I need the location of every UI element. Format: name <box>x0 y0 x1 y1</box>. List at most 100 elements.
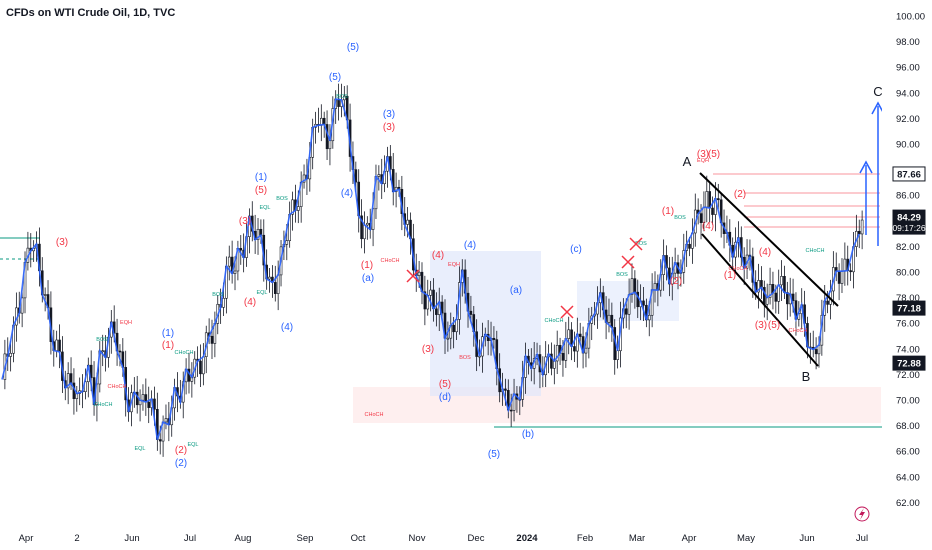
candle-body <box>9 352 12 357</box>
candle-body <box>774 292 778 302</box>
wave-label: (4) <box>759 247 771 258</box>
invalidation-marker <box>406 269 420 283</box>
wave-label: (4) <box>281 322 293 333</box>
candle-body <box>366 222 369 226</box>
wave-label: (4) <box>432 250 444 261</box>
wave-label: (2) <box>175 458 187 469</box>
y-tick-label: 72.00 <box>896 370 920 381</box>
candle-body <box>584 347 588 354</box>
structure-label: BOS <box>616 272 628 278</box>
wave-label: (b) <box>522 429 534 440</box>
wave-label: (a) <box>510 285 522 296</box>
candle-body <box>363 224 366 240</box>
structure-label: EQL <box>187 442 198 448</box>
wave-label: (4) <box>244 297 256 308</box>
wave-corner-label: A <box>683 154 692 169</box>
candle-body <box>578 333 582 337</box>
candle-body <box>688 243 691 249</box>
structure-label: BOS <box>336 94 348 100</box>
wave-corner-label: C <box>873 84 882 99</box>
wave-label: (1) <box>361 260 373 271</box>
wave-label: (4) <box>464 240 476 251</box>
candle-body <box>285 240 289 245</box>
y-tick-label: 86.00 <box>896 191 920 202</box>
candle-body <box>406 219 409 225</box>
y-tick-label: 66.00 <box>896 447 920 458</box>
x-tick-label: Nov <box>409 533 426 544</box>
structure-label: EQL <box>134 446 145 452</box>
channel-upper <box>699 172 839 307</box>
candle-body <box>199 360 202 375</box>
y-tick-label: 68.00 <box>896 421 920 432</box>
structure-label: CHoCH <box>94 402 113 408</box>
price-badge <box>892 166 926 182</box>
structure-label: CHoCH <box>108 384 127 390</box>
candle-body <box>268 276 271 280</box>
lightning-icon[interactable] <box>854 506 870 522</box>
x-tick-label: Mar <box>629 533 645 544</box>
candle-body <box>509 409 513 412</box>
x-tick-label: Jul <box>184 533 196 544</box>
candle-body <box>555 344 559 362</box>
structure-label: EQH <box>448 262 460 268</box>
candle-body <box>328 140 332 150</box>
candle-body <box>227 256 231 267</box>
candle-body <box>699 213 703 223</box>
candle-body <box>440 301 444 314</box>
candle-body <box>777 284 781 302</box>
wave-label: (3) <box>383 109 395 120</box>
wave-label: (3) <box>697 149 709 160</box>
candle-body <box>164 418 168 423</box>
wave-label: (c) <box>570 244 582 255</box>
candle-body <box>607 314 611 323</box>
candle-body <box>69 373 73 384</box>
candle-body <box>711 207 714 215</box>
zone-layer <box>0 173 888 428</box>
wave-labels: (5)(5)(3)(3)(1)(5)(3)(4)(4)(4)(1)(1)(2)(… <box>56 42 883 469</box>
wave-label: (3) <box>383 122 395 133</box>
price-badge <box>892 355 926 371</box>
candle-body <box>222 297 225 308</box>
wave-label: (4) <box>341 188 353 199</box>
wave-label: (3) <box>755 320 767 331</box>
y-tick-label: 64.00 <box>896 472 920 483</box>
x-tick-label: Sep <box>297 533 314 544</box>
x-tick-label: May <box>737 533 755 544</box>
x-tick-label: Apr <box>682 533 697 544</box>
structure-label: EQH <box>697 158 709 164</box>
structure-label: BOS <box>276 196 288 202</box>
candle-body <box>66 373 70 389</box>
structure-label: CHoCH <box>175 350 194 356</box>
candle-body <box>58 339 61 353</box>
price-badge <box>892 209 926 235</box>
candle-body <box>343 95 346 101</box>
candle-body <box>860 219 864 235</box>
chart-title: CFDs on WTI Crude Oil, 1D, TVC <box>6 7 176 19</box>
candle-body <box>101 350 104 352</box>
wave-label: (5) <box>488 449 500 460</box>
candle-body <box>452 324 455 333</box>
wave-label: (1) <box>255 172 267 183</box>
wave-label: (5) <box>768 320 780 331</box>
target-arrowhead-1 <box>859 160 873 174</box>
candle-body <box>296 206 300 211</box>
candle-body <box>768 284 772 298</box>
wave-label: (2) <box>670 276 682 287</box>
y-tick-label: 74.00 <box>896 344 920 355</box>
candle-body <box>633 278 637 293</box>
candle-body <box>791 293 795 301</box>
y-tick-label: 76.00 <box>896 319 920 330</box>
structure-label: CHoCH <box>789 328 808 334</box>
candle-body <box>322 117 326 125</box>
candle-body <box>849 270 852 273</box>
wave-label: (5) <box>347 42 359 53</box>
candle-body <box>624 308 628 315</box>
structure-label: BOS <box>674 215 686 221</box>
x-tick-label: 2024 <box>516 533 538 544</box>
candle-body <box>302 174 306 183</box>
time-axis: Apr 2 Jun Jul Aug Sep Oct Nov Dec 2024 Feb Mar Apr Ma… <box>19 533 868 544</box>
invalidation-marker <box>629 237 643 251</box>
y-tick-label: 82.00 <box>896 242 920 253</box>
candle-body <box>561 353 565 361</box>
